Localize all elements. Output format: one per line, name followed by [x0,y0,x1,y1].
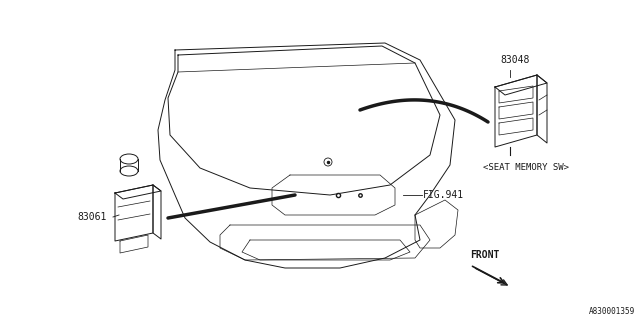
Text: 83061: 83061 [77,212,106,222]
Text: 83048: 83048 [500,55,529,65]
Text: FRONT: FRONT [470,250,499,260]
Text: A830001359: A830001359 [589,307,635,316]
Text: FIG.941: FIG.941 [423,190,464,200]
Text: <SEAT MEMORY SW>: <SEAT MEMORY SW> [483,163,569,172]
